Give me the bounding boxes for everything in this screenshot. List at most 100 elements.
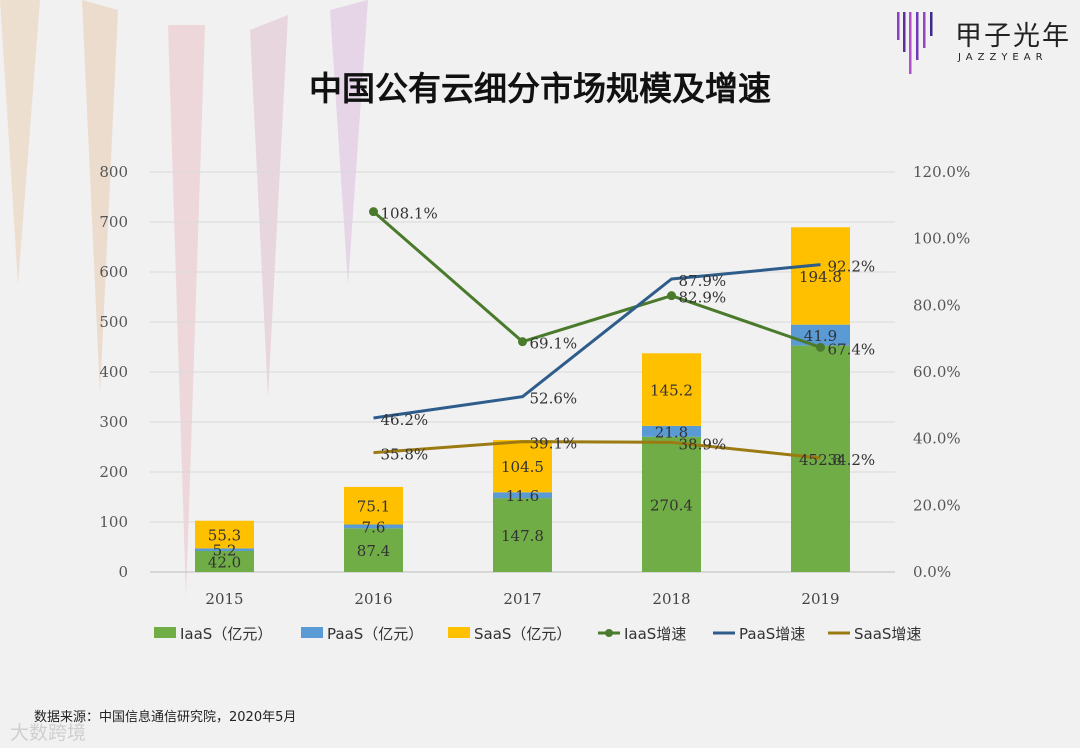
- right-tick-label: 20.0%: [913, 496, 961, 514]
- left-tick-label: 600: [99, 263, 128, 281]
- left-tick-label: 800: [99, 163, 128, 181]
- bar-value-label: 7.6: [362, 518, 386, 536]
- bar-value-label: 75.1: [357, 498, 390, 516]
- bar-segment: [642, 353, 701, 426]
- line-value-label: 82.9%: [679, 289, 727, 307]
- x-tick-label: 2017: [503, 590, 541, 608]
- bar-value-label: 11.6: [506, 487, 539, 505]
- line-value-label: 67.4%: [828, 340, 876, 358]
- x-tick-label: 2019: [801, 590, 839, 608]
- bar-segment: [195, 520, 254, 549]
- left-axis: 0 100 200 300 400 500 600 700 800: [99, 163, 128, 581]
- legend-label: IaaS增速: [624, 625, 686, 643]
- bar-value-label: 42.0: [208, 554, 241, 572]
- brand-name-en: JAZZYEAR: [958, 52, 1048, 63]
- bar-value-label: 147.8: [501, 527, 544, 545]
- legend-label: IaaS（亿元）: [180, 625, 272, 643]
- bar-value-label: 452.8: [799, 451, 842, 469]
- bar-value-label: 270.4: [650, 496, 693, 514]
- left-tick-label: 200: [99, 463, 128, 481]
- decorative-streak: [168, 25, 205, 598]
- bar-value-label: 55.3: [208, 527, 241, 545]
- line-series: [369, 207, 825, 460]
- source-note: 数据来源：中国信息通信研究院，2020年5月: [34, 710, 297, 725]
- x-tick-label: 2018: [652, 590, 690, 608]
- legend: IaaS（亿元） PaaS（亿元） SaaS（亿元） IaaS增速 PaaS增速 SaaS…: [154, 625, 921, 643]
- line-value-label: 35.8%: [381, 446, 429, 464]
- legend-swatch: [154, 627, 176, 638]
- logo-bar: [916, 12, 919, 60]
- line-value-label: 34.2%: [828, 451, 876, 469]
- bar-segment: [493, 492, 552, 499]
- decorative-streak: [82, 0, 118, 395]
- logo-bar: [909, 12, 912, 74]
- bar-segment: [344, 524, 403, 529]
- x-tick-label: 2015: [205, 590, 243, 608]
- bar-segment: [195, 551, 254, 572]
- x-tick-label: 2016: [354, 590, 392, 608]
- right-tick-label: 40.0%: [913, 430, 961, 448]
- bar-segment: [791, 227, 850, 325]
- line-value-label: 52.6%: [530, 390, 578, 408]
- line-data-labels: 108.1% 69.1% 82.9% 67.4% 46.2% 52.6% 87.9% 92.2…: [381, 205, 876, 469]
- right-tick-label: 60.0%: [913, 363, 961, 381]
- bar-value-label: 41.9: [804, 327, 837, 345]
- right-axis: 0.0% 20.0% 40.0% 60.0% 80.0% 100.0% 120.0%: [913, 163, 970, 581]
- legend-label: SaaS增速: [854, 625, 921, 643]
- bar-segment: [642, 425, 701, 437]
- chart-title: 中国公有云细分市场规模及增速: [309, 69, 771, 108]
- left-tick-label: 300: [99, 413, 128, 431]
- bar-segment: [344, 486, 403, 525]
- left-tick-label: 700: [99, 213, 128, 231]
- right-tick-label: 80.0%: [913, 296, 961, 314]
- bar-value-label: 104.5: [501, 458, 544, 476]
- line-marker: [369, 207, 378, 217]
- right-tick-label: 0.0%: [913, 563, 951, 581]
- decorative-streak: [330, 0, 368, 285]
- logo-bar: [903, 12, 906, 52]
- logo-bar: [923, 12, 926, 48]
- line-marker: [816, 342, 825, 352]
- line-marker: [667, 291, 676, 301]
- line-value-label: 92.2%: [828, 258, 876, 276]
- line-value-label: 46.2%: [381, 411, 429, 429]
- bar-series: [195, 227, 850, 572]
- logo-bar: [930, 12, 933, 36]
- bar-segment: [642, 436, 701, 572]
- bar-value-label: 145.2: [650, 382, 693, 400]
- left-tick-label: 100: [99, 513, 128, 531]
- legend-label: PaaS（亿元）: [327, 625, 423, 643]
- legend-label: SaaS（亿元）: [474, 625, 571, 643]
- left-tick-label: 0: [118, 563, 128, 581]
- line-value-label: 69.1%: [530, 335, 578, 353]
- right-tick-label: 100.0%: [913, 230, 970, 248]
- logo-bar: [897, 12, 900, 40]
- brand-logo-icon: [897, 12, 933, 74]
- bar-value-label: 194.8: [799, 268, 842, 286]
- legend-label: PaaS增速: [739, 625, 805, 643]
- line-SaaS增速: [373, 440, 821, 460]
- bar-value-label: 87.4: [357, 542, 390, 560]
- decorative-streak: [250, 15, 288, 398]
- line-value-label: 38.9%: [679, 435, 727, 453]
- legend-swatch: [301, 627, 323, 638]
- decorative-streak: [0, 0, 40, 285]
- right-tick-label: 120.0%: [913, 163, 970, 181]
- legend-swatch: [448, 627, 470, 638]
- legend-marker: [605, 629, 613, 637]
- bar-segment: [791, 324, 850, 346]
- bar-value-label: 21.8: [655, 423, 688, 441]
- left-tick-label: 400: [99, 363, 128, 381]
- x-axis: 2015 2016 2017 2018 2019: [205, 590, 839, 608]
- line-value-label: 108.1%: [381, 205, 438, 223]
- bar-data-labels: 42.05.255.3 87.4 7.6 75.1 147.8 11.6 104.5 270.…: [208, 268, 842, 572]
- watermark: 大数跨境: [10, 722, 87, 744]
- brand-name: 甲子光年: [955, 21, 1071, 52]
- decorative-streaks: [0, 0, 368, 598]
- left-tick-label: 500: [99, 313, 128, 331]
- line-value-label: 87.9%: [679, 272, 727, 290]
- bar-value-label: 5.2: [213, 542, 237, 560]
- line-IaaS增速: [372, 210, 821, 349]
- line-PaaS增速: [373, 263, 821, 420]
